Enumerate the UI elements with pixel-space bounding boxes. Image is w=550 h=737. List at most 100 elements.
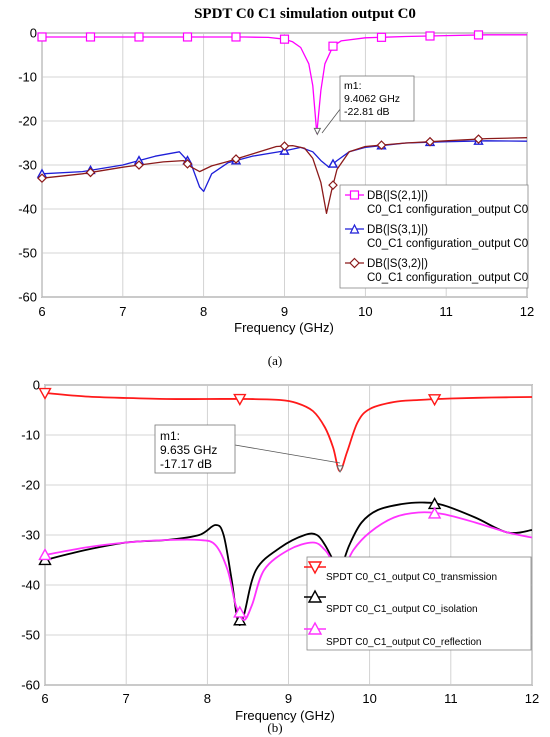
series-line-b-1: [44, 501, 533, 626]
marker-m1-b: m1: 9.635 GHz -17.17 dB: [154, 424, 341, 474]
legend-label-reflection: SPDT C0_C1_output C0_reflection: [326, 637, 481, 648]
legend-item-transmission: SPDT C0_C1_output C0_transmission: [304, 561, 497, 583]
x-tick-label-a: 8: [200, 304, 207, 319]
y-tick-label-a: -10: [18, 70, 37, 85]
series-marker-b-0: [233, 393, 247, 406]
series-marker-a-2: [328, 180, 338, 190]
series-marker-a-0: [134, 32, 144, 42]
marker-m1-a: m1: 9.4062 GHz -22.81 dB: [321, 75, 415, 134]
y-tick-label-b: 0: [33, 378, 40, 393]
series-marker-b-0: [427, 394, 442, 407]
series-marker-a-2: [376, 140, 387, 150]
series-marker-a-2: [279, 141, 290, 151]
legend-label-isolation: SPDT C0_C1_output C0_isolation: [326, 604, 478, 615]
y-tick-label-a: -50: [18, 246, 37, 261]
y-tick-label-a: -40: [18, 202, 37, 217]
legend-label-s31: DB(|S(3,1)|): [367, 224, 428, 236]
y-tick-label-a: -20: [18, 114, 37, 129]
series-marker-a-0: [328, 41, 338, 51]
series-marker-b-0: [38, 387, 52, 400]
x-tick-label-a: 11: [439, 304, 453, 319]
legend-item-s21: DB(|S(2,1)|) C0_C1 configuration_output …: [345, 190, 528, 216]
series-marker-a-2: [85, 167, 96, 178]
legend-label-s32-config: C0_C1 configuration_output C0: [367, 272, 528, 284]
legend-label-s32: DB(|S(3,2)|): [367, 258, 428, 270]
x-tick-label-b: 6: [41, 691, 48, 706]
marker-box-a: [339, 75, 415, 122]
marker-freq-b: 9.635 GHz: [160, 443, 217, 457]
marker-point-b: [336, 465, 344, 473]
chart-panel-a: SPDT C0 C1 simulation output C0 6 7 8 9 10 11…: [18, 6, 534, 368]
legend-label-s21-config: C0_C1 configuration_output C0: [367, 204, 528, 216]
x-tick-label-b: 9: [285, 691, 292, 706]
legend-label-s21: DB(|S(2,1)|): [367, 190, 428, 202]
series-marker-a-1: [327, 158, 339, 168]
y-tick-label-b: -40: [21, 578, 40, 593]
x-tick-label-a: 10: [358, 304, 372, 319]
marker-label-b: m1:: [160, 429, 180, 443]
marker-box-b: [154, 424, 236, 474]
ticks-b: 6 7 8 9 10 11 12 0 -10 -20 -30 -40 -50 -60: [21, 378, 539, 707]
series-marker-a-2: [473, 134, 484, 144]
chart-title-a: SPDT C0 C1 simulation output C0: [194, 6, 416, 22]
marker-value-a: -22.81 dB: [344, 106, 390, 118]
x-tick-label-b: 7: [123, 691, 130, 706]
x-tick-label-b: 12: [525, 691, 539, 706]
x-axis-label-b: Frequency (GHz): [235, 708, 335, 723]
legend-a: DB(|S(2,1)|) C0_C1 configuration_output …: [339, 184, 529, 289]
x-tick-label-a: 7: [119, 304, 126, 319]
y-tick-label-b: -60: [21, 678, 40, 693]
legend-item-s32: DB(|S(3,2)|) C0_C1 configuration_output …: [345, 257, 528, 284]
series-marker-b-2: [233, 605, 247, 618]
x-tick-label-b: 11: [444, 691, 458, 706]
series-marker-a-2: [425, 136, 435, 147]
legend-label-transmission: SPDT C0_C1_output C0_transmission: [326, 572, 497, 583]
legend-item-reflection: SPDT C0_C1_output C0_reflection: [304, 621, 481, 648]
series-marker-a-0: [85, 32, 96, 42]
y-tick-label-b: -30: [21, 528, 40, 543]
series-line-a-2: [41, 137, 528, 215]
marker-freq-a: 9.4062 GHz: [344, 93, 400, 105]
series-marker-a-2: [37, 173, 47, 184]
caption-b: (b): [267, 720, 282, 735]
marker-point-a: [313, 127, 322, 136]
series-marker-a-0: [37, 32, 47, 42]
series-marker-b-2: [38, 548, 52, 561]
series-line-b-2: [44, 511, 533, 621]
series-line-b-0: [44, 392, 533, 472]
legend-item-s31: DB(|S(3,1)|) C0_C1 configuration_output …: [345, 223, 528, 250]
x-tick-label-a: 12: [520, 304, 534, 319]
caption-a: (a): [268, 353, 282, 368]
legend-item-isolation: SPDT C0_C1_output C0_isolation: [304, 589, 478, 615]
series-group-a: [36, 30, 528, 215]
y-tick-label-a: 0: [30, 26, 37, 41]
series-marker-b-2: [427, 506, 442, 519]
x-tick-label-a: 9: [281, 304, 288, 319]
x-axis-label-a: Frequency (GHz): [234, 320, 334, 335]
marker-label-a: m1:: [344, 80, 362, 92]
y-tick-label-a: -30: [18, 158, 37, 173]
x-tick-label-b: 8: [204, 691, 211, 706]
series-group-b: [38, 387, 533, 626]
series-marker-a-0: [231, 32, 241, 42]
chart-panel-b: 6 7 8 9 10 11 12 0 -10 -20 -30 -40 -50 -60 Frequency …: [21, 378, 539, 736]
y-tick-label-a: -60: [18, 290, 37, 305]
legend-b: SPDT C0_C1_output C0_transmission SPDT C…: [304, 556, 532, 651]
series-marker-a-0: [279, 34, 290, 44]
legend-label-s31-config: C0_C1 configuration_output C0: [367, 238, 528, 250]
series-marker-a-0: [473, 30, 484, 40]
series-marker-a-0: [425, 31, 435, 41]
series-marker-a-0: [182, 32, 193, 42]
y-tick-label-b: -10: [21, 428, 40, 443]
y-tick-label-b: -50: [21, 628, 40, 643]
series-marker-a-0: [376, 32, 387, 42]
ticks-a: 6 7 8 9 10 11 12 0 -10 -20 -30 -40 -50 -60: [18, 26, 534, 320]
series-marker-a-2: [231, 154, 241, 164]
series-marker-a-2: [182, 159, 193, 169]
y-tick-label-b: -20: [21, 478, 40, 493]
x-tick-label-a: 6: [38, 304, 45, 319]
marker-value-b: -17.17 dB: [160, 457, 212, 471]
x-tick-label-b: 10: [362, 691, 376, 706]
series-marker-a-2: [134, 160, 144, 170]
